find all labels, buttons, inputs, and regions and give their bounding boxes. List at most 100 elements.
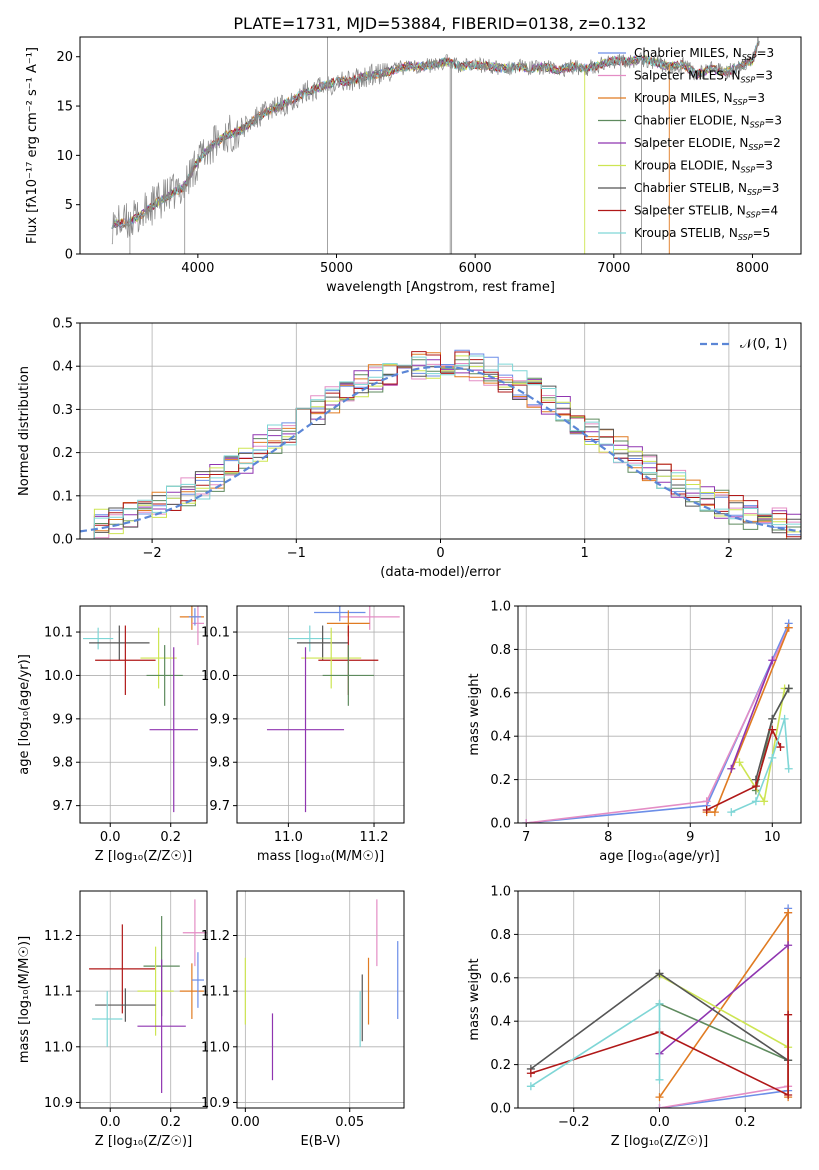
x-tick-label: 0	[436, 546, 444, 561]
weight-line	[659, 1003, 789, 1062]
legend-entry: Kroupa ELODIE, NSSP=3	[634, 159, 773, 175]
y-axis-label: Flux [fλ10⁻¹⁷ erg cm⁻² s⁻¹ A⁻¹]	[25, 47, 40, 244]
y-tick-label: 0.4	[490, 1015, 511, 1030]
panel-spectrum: 4000 5000 6000 7000 8000 0 5 10 15 20 wavelength […	[25, 36, 802, 295]
weight-marker	[768, 656, 777, 665]
plot-area	[237, 891, 404, 1108]
x-tick-label: 1	[581, 546, 589, 561]
legend-entry: Chabrier ELODIE, NSSP=3	[634, 114, 782, 130]
weight-marker	[768, 753, 777, 762]
weight-marker	[735, 758, 744, 767]
weight-marker	[780, 714, 789, 723]
y-tick-label: 0.0	[490, 1102, 511, 1117]
x-axis-label: E(B-V)	[300, 1134, 340, 1149]
y-tick-label: 20	[56, 50, 73, 65]
y-tick-label: 10.1	[44, 626, 73, 641]
x-tick-label: 0.2	[160, 830, 181, 845]
x-tick-label: 0.2	[735, 1115, 756, 1130]
x-tick-label: 10	[764, 830, 781, 845]
panel-weight-vs-age: 7 8 9 10 0.0 0.2 0.4 0.6 0.8 1.0 age [log₁₀(age/yr…	[467, 600, 802, 864]
weight-marker	[727, 808, 736, 817]
weight-marker	[768, 725, 777, 734]
weight-marker	[784, 941, 793, 950]
y-tick-label: 11.0	[201, 1040, 230, 1055]
axes-frame	[517, 605, 802, 824]
weight-marker	[784, 908, 793, 917]
y-tick-label: 11.1	[44, 985, 73, 1000]
x-tick-label: 0.00	[231, 1115, 260, 1130]
y-tick-label: 0.8	[490, 643, 511, 658]
x-tick-label: 2	[725, 546, 733, 561]
legend-entry: Salpeter ELODIE, NSSP=2	[634, 136, 781, 152]
legend-entry: Chabrier STELIB, NSSP=3	[634, 181, 779, 197]
legend-entry: Kroupa MILES, NSSP=3	[634, 91, 765, 107]
axes-frame	[79, 605, 208, 824]
plot-area	[518, 891, 801, 1108]
x-tick-label: −0.2	[558, 1115, 590, 1130]
weight-marker	[784, 1090, 793, 1099]
y-tick-label: 9.8	[209, 756, 230, 771]
y-tick-label: 10.0	[44, 669, 73, 684]
axes-frame	[236, 890, 405, 1109]
weight-marker	[655, 999, 664, 1008]
x-tick-label: 11.2	[360, 830, 389, 845]
y-tick-label: 0.0	[490, 817, 511, 832]
plot-area	[80, 323, 801, 539]
y-tick-label: 9.7	[209, 799, 230, 814]
weight-line	[730, 660, 774, 770]
axes-frame	[236, 605, 405, 824]
spectrum-legend: Chabrier MILES, NSSP=3 Salpeter MILES, NS…	[598, 46, 782, 242]
weight-marker	[751, 782, 760, 791]
legend-entry: Salpeter STELIB, NSSP=4	[634, 204, 778, 220]
y-axis-label: age [log₁₀(age/yr)]	[17, 654, 32, 775]
y-tick-label: 0.6	[490, 971, 511, 986]
y-axis-label: mass [log₁₀(M/M☉)]	[17, 936, 32, 1063]
x-axis-label: Z [log₁₀(Z/Z☉)]	[95, 849, 192, 864]
y-tick-label: 0.0	[52, 533, 73, 548]
weight-marker	[784, 623, 793, 632]
y-tick-label: 0.1	[52, 489, 73, 504]
panel-residuals: −2 −1 0 1 2 0.0 0.1 0.2 0.3 0.4 0.5 (data-model)/er…	[17, 317, 802, 580]
y-tick-label: 1.0	[490, 600, 511, 615]
weight-line	[658, 910, 789, 1098]
y-tick-label: 15	[56, 100, 73, 115]
weight-marker	[768, 714, 777, 723]
y-tick-label: 10.1	[201, 626, 230, 641]
y-tick-label: 10.9	[201, 1096, 230, 1111]
x-tick-label: −1	[287, 546, 306, 561]
weight-line	[659, 908, 789, 1108]
y-tick-label: 10	[56, 149, 73, 164]
weight-marker	[655, 1075, 664, 1084]
y-tick-label: 9.9	[52, 712, 73, 727]
legend-entry: Kroupa STELIB, NSSP=5	[634, 226, 770, 242]
panel-weight-vs-Z: −0.2 0.0 0.2 0.0 0.2 0.4 0.6 0.8 1.0 Z [log₁₀(Z/Z…	[467, 885, 802, 1149]
y-axis-label: mass weight	[467, 958, 482, 1040]
y-tick-label: 0.2	[52, 446, 73, 461]
axes-frame	[79, 36, 802, 255]
weight-marker	[526, 1082, 535, 1091]
legend-entry: Chabrier MILES, NSSP=3	[634, 46, 774, 62]
x-axis-label: mass [log₁₀(M/M☉)]	[257, 849, 384, 864]
y-tick-label: 0.4	[490, 730, 511, 745]
plot-area	[237, 606, 404, 823]
weight-line	[706, 727, 782, 811]
axes-frame	[79, 890, 208, 1109]
x-axis-label: age [log₁₀(age/yr)]	[599, 849, 720, 864]
legend-entry: Salpeter MILES, NSSP=3	[634, 69, 773, 85]
y-tick-label: 1.0	[490, 885, 511, 900]
gaussian-curve	[80, 365, 801, 533]
weight-marker	[751, 797, 760, 806]
x-tick-label: 0.0	[100, 830, 121, 845]
weight-marker	[526, 1069, 535, 1078]
weight-line	[658, 944, 789, 1055]
weight-marker	[784, 1010, 793, 1019]
weight-marker	[727, 764, 736, 773]
y-tick-label: 11.1	[201, 985, 230, 1000]
y-tick-label: 5	[65, 198, 73, 213]
weight-marker	[702, 797, 711, 806]
y-tick-label: 0.4	[52, 360, 73, 375]
y-tick-label: 0.8	[490, 928, 511, 943]
weight-marker	[776, 743, 785, 752]
x-axis-label: (data-model)/error	[380, 565, 501, 580]
